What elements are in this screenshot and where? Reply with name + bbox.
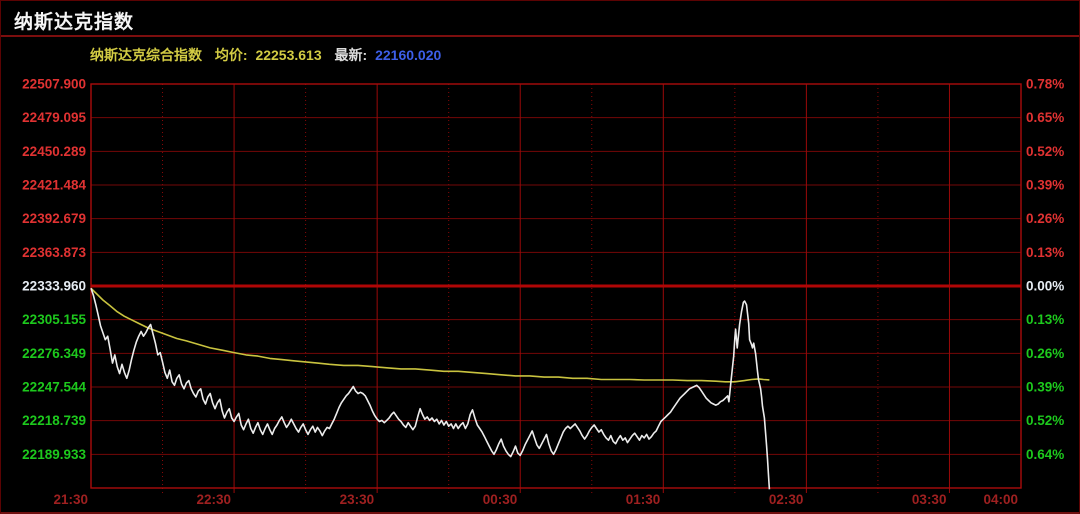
price-line	[90, 288, 771, 490]
y-axis-price-label: 22507.900	[22, 77, 86, 92]
y-axis-percent-label: 0.26%	[1026, 211, 1064, 226]
y-axis-percent-label: 0.39%	[1026, 178, 1064, 193]
y-axis-price-label: 22450.289	[22, 144, 86, 159]
y-axis-price-label: 22305.155	[22, 312, 86, 327]
y-axis-price-label: 22392.679	[22, 211, 86, 226]
x-axis-time-label: 00:30	[483, 492, 518, 507]
y-axis-percent-label: 0.13%	[1026, 312, 1064, 327]
x-axis-time-label: 21:30	[53, 492, 88, 507]
y-axis-price-label: 22189.933	[22, 447, 86, 462]
y-axis-price-label: 22421.484	[22, 178, 86, 193]
latest-price-label: 最新:	[334, 47, 368, 63]
y-axis-percent-label: 0.39%	[1026, 380, 1064, 395]
page-title: 纳斯达克指数	[14, 12, 135, 33]
x-axis-time-label: 22:30	[197, 492, 232, 507]
avg-price-line	[90, 287, 770, 383]
y-axis-percent-label: 0.78%	[1026, 77, 1064, 92]
latest-price-value: 22160.020	[375, 47, 442, 63]
y-axis-price-label: 22333.960	[22, 279, 86, 294]
y-axis-price-label: 22218.739	[22, 413, 86, 428]
y-axis-percent-label: 0.64%	[1026, 447, 1064, 462]
x-axis-time-label: 04:00	[983, 492, 1018, 507]
x-axis-time-label: 03:30	[912, 492, 947, 507]
avg-price-label: 均价:	[214, 47, 248, 63]
titlebar: 纳斯达克指数	[1, 1, 1079, 37]
x-axis-time-label: 23:30	[340, 492, 375, 507]
chart-legend: 纳斯达克综合指数 均价: 22253.613 最新: 22160.020	[90, 45, 441, 63]
y-axis-percent-label: 0.65%	[1026, 110, 1064, 125]
y-axis-price-label: 22276.349	[22, 346, 86, 361]
y-axis-price-label: 22479.095	[22, 110, 86, 125]
x-axis-time-label: 01:30	[626, 492, 661, 507]
y-axis-percent-label: 0.26%	[1026, 346, 1064, 361]
avg-price-value: 22253.613	[255, 47, 322, 63]
y-axis-price-label: 22363.873	[22, 245, 86, 260]
y-axis-percent-label: 0.52%	[1026, 144, 1064, 159]
y-axis-percent-label: 0.13%	[1026, 245, 1064, 260]
y-axis-percent-label: 0.00%	[1026, 279, 1064, 294]
y-axis-percent-label: 0.52%	[1026, 413, 1064, 428]
x-axis-time-label: 02:30	[769, 492, 804, 507]
index-name-label: 纳斯达克综合指数	[90, 47, 202, 63]
y-axis-price-label: 22247.544	[22, 380, 86, 395]
